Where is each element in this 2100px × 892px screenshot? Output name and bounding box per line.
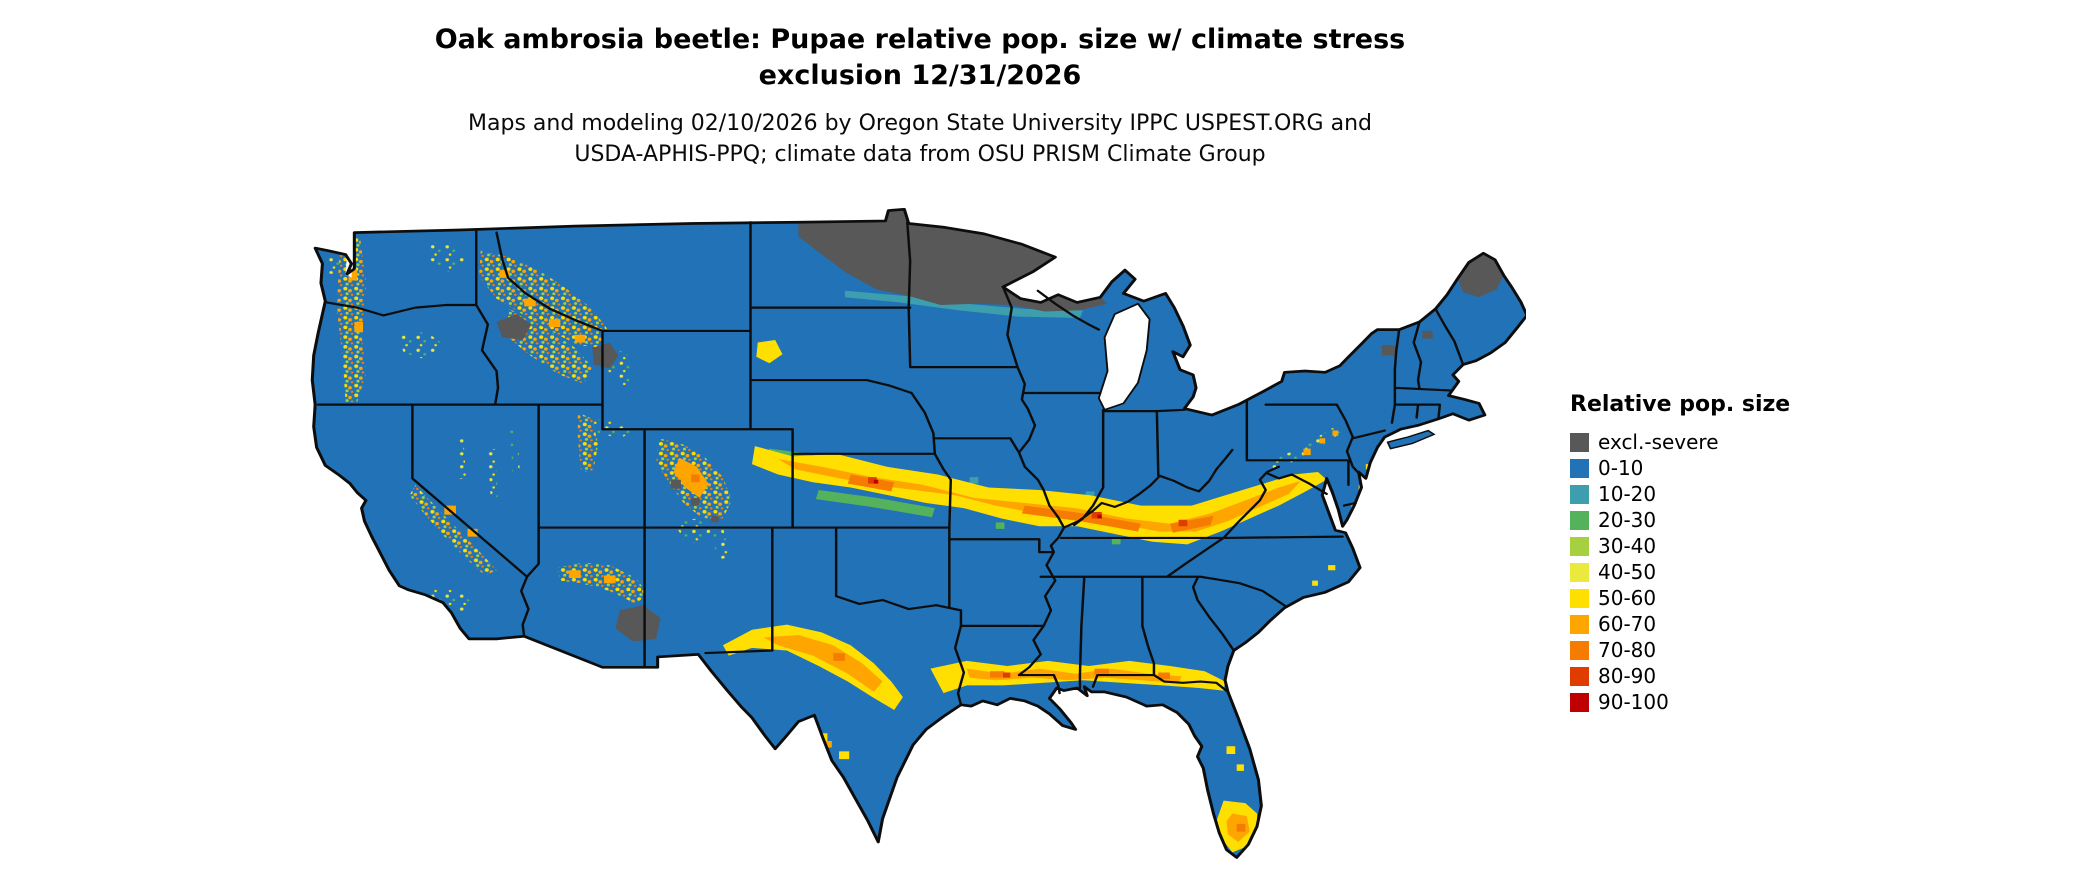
subtitle-line2: USDA-APHIS-PPQ; climate data from OSU PR… <box>574 142 1266 168</box>
yellow-band-fills <box>722 339 1372 853</box>
us-outline <box>310 208 1526 859</box>
yellowstone-exclusion <box>592 342 619 369</box>
nevada-range-speckle-2 <box>487 448 499 498</box>
legend-item-label: 60-70 <box>1598 612 1657 636</box>
northern-rockies-speckle <box>479 250 607 348</box>
map-legend: Relative pop. size excl.-severe 0-10 10-… <box>1570 392 1790 715</box>
legend-color-swatch <box>1570 458 1589 478</box>
legend-item-label: 10-20 <box>1598 482 1657 506</box>
us-choropleth-map <box>305 208 1526 885</box>
blue-mountains-speckle <box>397 332 445 361</box>
wasatch-speckle <box>577 412 599 475</box>
legend-color-swatch <box>1570 484 1589 504</box>
legend-item-label: 30-40 <box>1598 534 1657 558</box>
nevada-range-speckle-1 <box>455 435 467 480</box>
gila-highlands-exclusion <box>615 605 661 642</box>
cascades-speckle <box>336 237 366 403</box>
legend-color-swatch <box>1570 666 1589 686</box>
legend-color-swatch <box>1570 588 1589 608</box>
map-root <box>310 208 1526 859</box>
legend-item-label: 20-30 <box>1598 508 1657 532</box>
legend-item-label: 90-100 <box>1598 690 1669 714</box>
legend-item-row: 70-80 <box>1570 637 1790 663</box>
legend-item-label: 0-10 <box>1598 456 1644 480</box>
san-juan-speckle <box>673 518 712 545</box>
page-title-line2: exclusion 12/31/2026 <box>758 59 1082 91</box>
legend-item-label: 50-60 <box>1598 586 1657 610</box>
legend-item-label: 80-90 <box>1598 664 1657 688</box>
legend-item-row: 80-90 <box>1570 663 1790 689</box>
legend-item-row: 0-10 <box>1570 455 1790 481</box>
nevada-range-speckle-3 <box>509 425 520 472</box>
legend-item-row: excl.-severe <box>1570 429 1790 455</box>
legend-item-row: 10-20 <box>1570 481 1790 507</box>
state-borders <box>316 221 1465 706</box>
legend-item-row: 30-40 <box>1570 533 1790 559</box>
sangre-de-cristo-speckle <box>711 526 729 560</box>
legend-item-row: 20-30 <box>1570 507 1790 533</box>
selkirks-speckle <box>429 241 468 273</box>
northern-minnesota-exclusion <box>798 209 1108 312</box>
page-title-line1: Oak ambrosia beetle: Pupae relative pop.… <box>434 24 1406 55</box>
central-idaho-exclusion <box>496 314 532 340</box>
legend-item-label: 40-50 <box>1598 560 1657 584</box>
legend-item-row: 90-100 <box>1570 689 1790 715</box>
legend-items: excl.-severe 0-10 10-20 20-30 30-40 <box>1570 429 1790 715</box>
legend-item-row: 60-70 <box>1570 611 1790 637</box>
map-subtitle: Maps and modeling 02/10/2026 by Oregon S… <box>0 109 1840 171</box>
map-header: Oak ambrosia beetle: Pupae relative pop.… <box>0 22 1840 171</box>
us-map-svg <box>310 208 1526 859</box>
sierra-nevada-speckle <box>409 484 497 576</box>
legend-item-row: 40-50 <box>1570 559 1790 585</box>
lake-michigan <box>1097 302 1151 411</box>
legend-item-label: 70-80 <box>1598 638 1657 662</box>
olympics-speckle <box>325 257 343 276</box>
legend-item-row: 50-60 <box>1570 585 1790 611</box>
legend-color-swatch <box>1570 432 1589 452</box>
legend-color-swatch <box>1570 692 1589 712</box>
long-island <box>1386 429 1436 450</box>
legend-color-swatch <box>1570 510 1589 530</box>
legend-title: Relative pop. size <box>1570 392 1791 417</box>
legend-color-swatch <box>1570 640 1589 660</box>
legend-item-label: excl.-severe <box>1598 430 1719 454</box>
subtitle-line1: Maps and modeling 02/10/2026 by Oregon S… <box>468 111 1372 137</box>
legend-color-swatch <box>1570 614 1589 634</box>
legend-color-swatch <box>1570 562 1589 582</box>
legend-color-swatch <box>1570 536 1589 556</box>
socal-ranges-speckle <box>429 587 477 615</box>
